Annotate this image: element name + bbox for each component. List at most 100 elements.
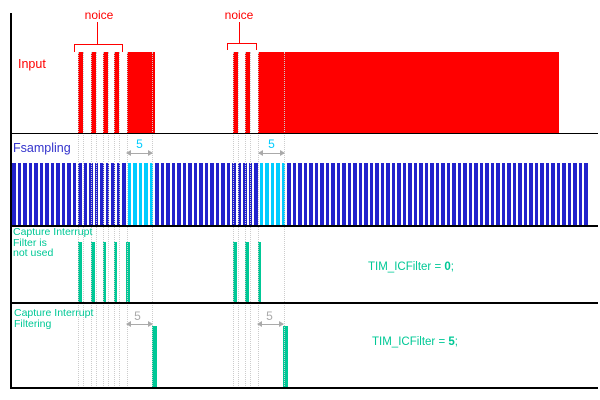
- sampling-bar-highlighted: [133, 163, 137, 225]
- tim-icfilter-0-text: TIM_ICFilter = 0;: [368, 261, 454, 273]
- filter-window-count-second: 5: [266, 309, 273, 323]
- sampling-bar: [188, 163, 192, 225]
- sampling-bar: [39, 163, 43, 225]
- sampling-bar: [17, 163, 21, 225]
- sampling-bar: [529, 163, 533, 225]
- sampling-bar: [303, 163, 307, 225]
- edge-gridline: [258, 52, 259, 388]
- bottom-baseline: [10, 387, 598, 389]
- sampling-bar: [490, 163, 494, 225]
- sampling-bar: [105, 163, 109, 225]
- sampling-bar: [562, 163, 566, 225]
- sampling-bar: [182, 163, 186, 225]
- sampling-bar: [573, 163, 577, 225]
- sampling-bar: [534, 163, 538, 225]
- sampling-bar: [485, 163, 489, 225]
- sampling-bar: [523, 163, 527, 225]
- edge-gridline: [78, 52, 79, 388]
- sampling-bar: [221, 163, 225, 225]
- sampling-bar: [314, 163, 318, 225]
- capture-pulse: [113, 242, 117, 302]
- sampling-bar: [56, 163, 60, 225]
- capture-pulse: [102, 242, 106, 302]
- sampling-bar: [551, 163, 555, 225]
- input-pulse: [78, 52, 83, 133]
- sampling-bar: [166, 163, 170, 225]
- sampling-bar: [479, 163, 483, 225]
- sampling-bar: [518, 163, 522, 225]
- sampling-bar: [496, 163, 500, 225]
- sampling-bar: [199, 163, 203, 225]
- sampling-bar: [12, 163, 16, 225]
- noise-label-first: noice: [84, 8, 114, 22]
- edge-gridline: [83, 52, 84, 388]
- fsampling-label: Fsampling: [13, 141, 71, 155]
- sampling-bar: [391, 163, 395, 225]
- sampling-bar: [567, 163, 571, 225]
- sampling-bar: [353, 163, 357, 225]
- sampling-bar: [463, 163, 467, 225]
- sampling-bar: [501, 163, 505, 225]
- sampling-bar: [122, 163, 126, 225]
- noise-bracket-first: [74, 44, 123, 52]
- input-baseline: [10, 132, 598, 134]
- sampling-bar: [336, 163, 340, 225]
- sampling-bar: [375, 163, 379, 225]
- sampling-bar: [83, 163, 87, 225]
- edge-gridline: [245, 52, 246, 388]
- edge-gridline: [95, 52, 97, 388]
- sampling-bar-highlighted: [281, 163, 285, 225]
- sampling-window-count-second: 5: [268, 137, 275, 151]
- filter-window-arrow: [257, 321, 284, 327]
- sampling-bar-highlighted: [144, 163, 148, 225]
- edge-gridline: [118, 52, 120, 388]
- input-pulse: [245, 52, 250, 133]
- sampling-bar: [331, 163, 335, 225]
- sampling-bar-highlighted: [270, 163, 274, 225]
- sampling-bar-highlighted: [138, 163, 142, 225]
- sampling-bar: [72, 163, 76, 225]
- sampling-bar: [364, 163, 368, 225]
- sampling-bar: [507, 163, 511, 225]
- sampling-bar: [347, 163, 351, 225]
- sampling-bar: [419, 163, 423, 225]
- tim-icfilter-5-text: TIM_ICFilter = 5;: [372, 336, 458, 348]
- sampling-bar: [89, 163, 93, 225]
- sampling-bar: [441, 163, 445, 225]
- sampling-bar: [204, 163, 208, 225]
- sampling-bar: [100, 163, 104, 225]
- sampling-bar: [413, 163, 417, 225]
- sampling-bar: [358, 163, 362, 225]
- sampling-bar: [226, 163, 230, 225]
- y-axis-line: [10, 13, 12, 388]
- sampling-bar: [34, 163, 38, 225]
- sampling-bar: [578, 163, 582, 225]
- noise-bracket-second: [227, 43, 257, 50]
- sampling-bar: [584, 163, 588, 225]
- sampling-bar: [28, 163, 32, 225]
- edge-gridline: [233, 52, 234, 388]
- noise-label-second: noice: [224, 8, 254, 22]
- sampling-bar: [386, 163, 390, 225]
- sampling-bar: [468, 163, 472, 225]
- sampling-bar: [23, 163, 27, 225]
- input-label: Input: [18, 57, 46, 71]
- capture-divider: [10, 302, 598, 304]
- input-pulse: [127, 52, 155, 133]
- sampling-bar: [61, 163, 65, 225]
- sampling-bar-highlighted: [276, 163, 280, 225]
- sampling-bar: [512, 163, 516, 225]
- sampling-bar: [50, 163, 54, 225]
- edge-gridline: [238, 52, 239, 388]
- sampling-bar: [408, 163, 412, 225]
- sampling-bar: [193, 163, 197, 225]
- sampling-bar-highlighted: [127, 163, 131, 225]
- sampling-bar: [540, 163, 544, 225]
- sampling-bar: [380, 163, 384, 225]
- sampling-bar: [556, 163, 560, 225]
- edge-gridline: [284, 52, 285, 388]
- noise-leader-line-first: [97, 22, 98, 44]
- sampling-bar: [457, 163, 461, 225]
- capture-unfiltered-label: Capture Interrupt Filter is not used: [13, 226, 93, 260]
